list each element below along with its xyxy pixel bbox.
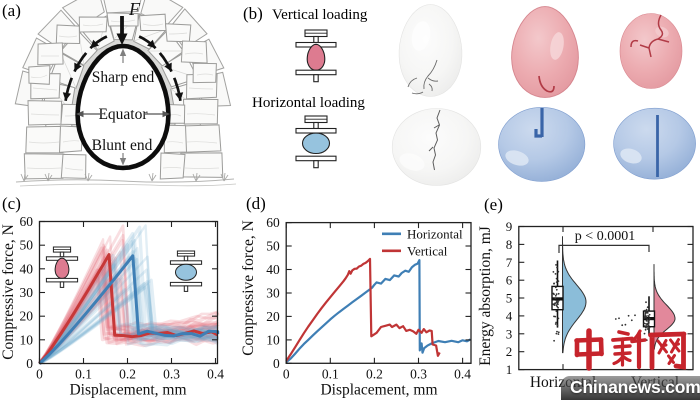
svg-text:Compressive force, N: Compressive force, N bbox=[0, 224, 17, 360]
svg-text:40: 40 bbox=[266, 262, 280, 277]
svg-text:7: 7 bbox=[506, 255, 513, 270]
svg-text:0.1: 0.1 bbox=[322, 367, 339, 382]
svg-text:2: 2 bbox=[506, 344, 513, 359]
svg-text:Equator: Equator bbox=[98, 106, 148, 123]
svg-text:Blunt end: Blunt end bbox=[92, 137, 153, 154]
svg-text:0.4: 0.4 bbox=[207, 367, 224, 382]
svg-text:30: 30 bbox=[266, 286, 280, 301]
svg-text:Horizontal: Horizontal bbox=[407, 226, 463, 241]
svg-text:0.2: 0.2 bbox=[366, 367, 383, 382]
svg-text:40: 40 bbox=[20, 261, 34, 276]
svg-text:0: 0 bbox=[283, 367, 290, 382]
svg-text:0: 0 bbox=[273, 356, 280, 371]
svg-text:6: 6 bbox=[506, 273, 513, 288]
svg-text:Sharp end: Sharp end bbox=[92, 69, 155, 86]
svg-text:60: 60 bbox=[20, 214, 34, 229]
svg-text:10: 10 bbox=[266, 332, 280, 347]
svg-text:0: 0 bbox=[36, 367, 43, 382]
svg-text:30: 30 bbox=[20, 285, 34, 300]
svg-text:0.3: 0.3 bbox=[410, 367, 427, 382]
svg-text:p < 0.0001: p < 0.0001 bbox=[575, 229, 635, 244]
svg-text:20: 20 bbox=[20, 309, 34, 324]
svg-text:10: 10 bbox=[20, 332, 34, 347]
svg-text:50: 50 bbox=[20, 238, 34, 253]
svg-text:1: 1 bbox=[506, 362, 513, 377]
svg-text:20: 20 bbox=[266, 309, 280, 324]
svg-text:F: F bbox=[128, 0, 141, 19]
svg-text:8: 8 bbox=[506, 237, 513, 252]
svg-text:3: 3 bbox=[506, 326, 513, 341]
svg-text:9: 9 bbox=[506, 219, 513, 234]
svg-text:60: 60 bbox=[266, 215, 280, 230]
svg-text:0.1: 0.1 bbox=[75, 367, 92, 382]
svg-text:0.3: 0.3 bbox=[163, 367, 180, 382]
svg-text:0: 0 bbox=[26, 356, 33, 371]
svg-text:Displacement, mm: Displacement, mm bbox=[69, 382, 186, 399]
svg-text:0.4: 0.4 bbox=[454, 367, 471, 382]
svg-text:Compressive force, N: Compressive force, N bbox=[240, 220, 257, 356]
svg-text:5: 5 bbox=[506, 291, 513, 306]
svg-text:50: 50 bbox=[266, 239, 280, 254]
svg-text:Vertical: Vertical bbox=[407, 243, 448, 258]
svg-text:4: 4 bbox=[506, 308, 513, 323]
svg-text:Displacement, mm: Displacement, mm bbox=[320, 382, 437, 399]
svg-text:Energy absorption, mJ: Energy absorption, mJ bbox=[477, 226, 494, 366]
svg-text:0.2: 0.2 bbox=[119, 367, 136, 382]
